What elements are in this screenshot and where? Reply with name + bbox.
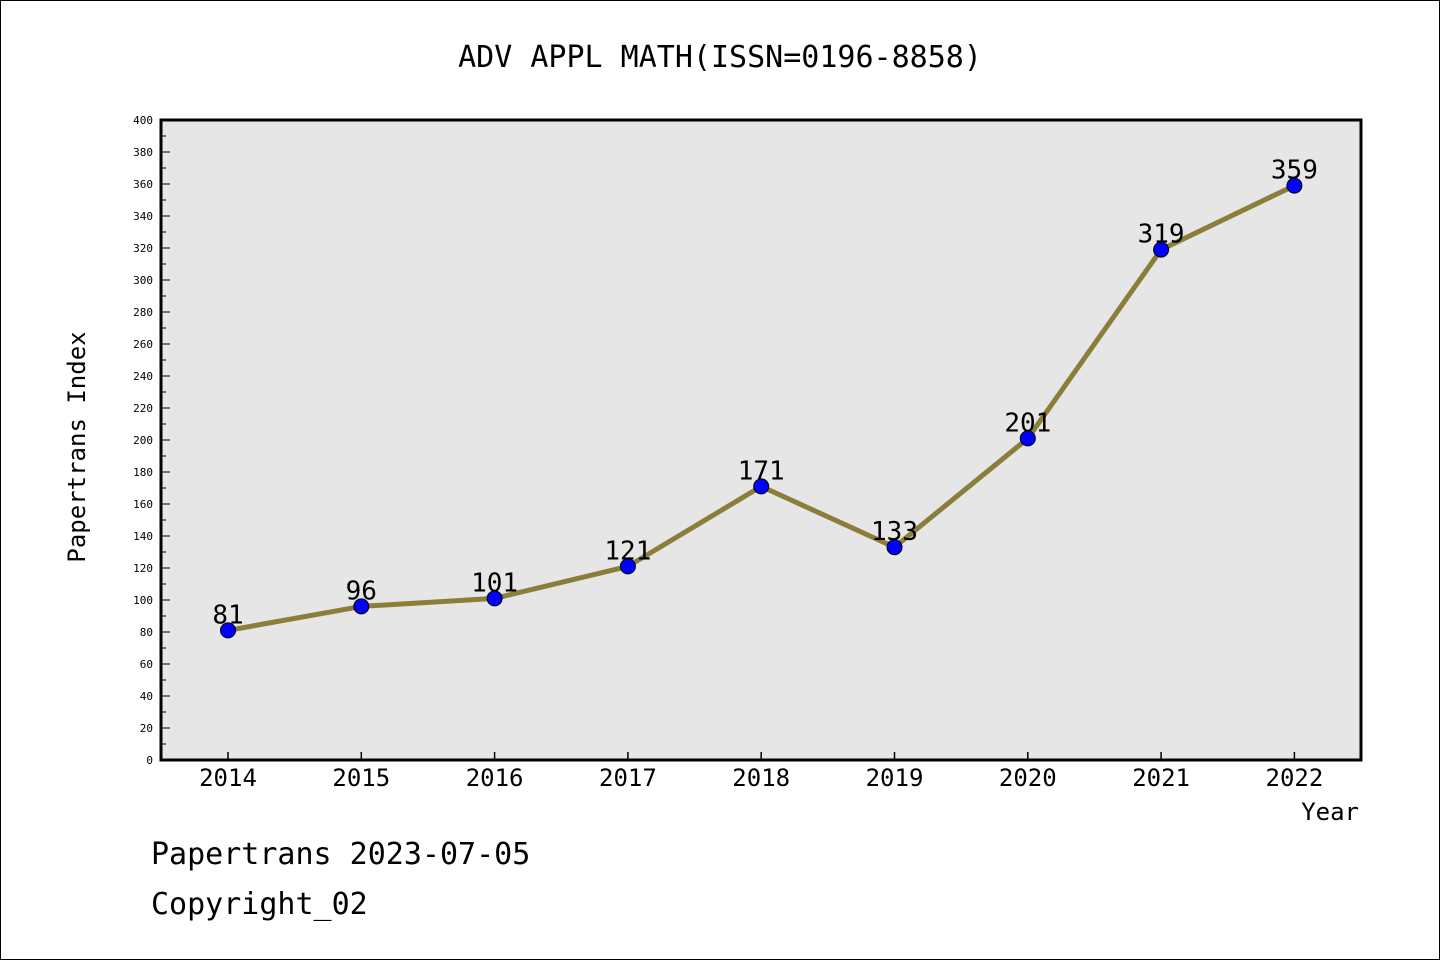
x-tick-label: 2017 [599,764,657,792]
data-label: 319 [1138,220,1185,250]
y-tick-label: 340 [133,210,153,223]
data-point [1286,177,1303,194]
chart-title: ADV APPL MATH(ISSN=0196-8858) [458,40,982,75]
x-tick-label: 2018 [732,764,790,792]
series-markers [220,177,1303,639]
x-tick-label: 2016 [466,764,524,792]
y-tick-label: 60 [140,658,153,671]
data-point [619,558,636,575]
data-point [353,598,370,615]
data-label: 121 [604,536,651,566]
y-tick-label: 0 [146,754,153,767]
x-axis-ticks: 2014 2015 2016 2017 2018 2019 2020 2021 2022 [199,752,1323,792]
x-tick-label: 2022 [1266,764,1324,792]
data-labels: 81 96 101 121 171 133 201 319 359 [212,156,1318,631]
y-axis-label: Papertrans Index [63,331,91,562]
y-tick-label: 100 [133,594,153,607]
data-label: 101 [471,568,518,598]
y-tick-label: 20 [140,722,153,735]
y-tick-label: 260 [133,338,153,351]
y-tick-label: 280 [133,306,153,319]
y-tick-label: 220 [133,402,153,415]
x-tick-label: 2019 [866,764,924,792]
footer-date: Papertrans 2023-07-05 [151,837,530,872]
data-label: 171 [738,456,785,486]
data-point [1153,241,1170,258]
y-tick-label: 180 [133,466,153,479]
y-tick-label: 240 [133,370,153,383]
y-tick-label: 360 [133,178,153,191]
y-tick-label: 120 [133,562,153,575]
data-point [220,622,236,639]
y-tick-label: 80 [140,626,153,639]
y-tick-label: 320 [133,242,153,255]
x-tick-label: 2020 [999,764,1057,792]
data-point [486,590,503,607]
x-tick-label: 2021 [1132,764,1190,792]
data-label: 201 [1004,408,1051,438]
data-label: 81 [212,600,243,630]
y-tick-label: 200 [133,434,153,447]
y-tick-label: 400 [133,114,153,127]
x-tick-label: 2015 [332,764,390,792]
x-tick-label: 2014 [199,764,257,792]
y-tick-label: 140 [133,530,153,543]
y-tick-label: 40 [140,690,153,703]
data-point [1019,430,1036,447]
footer-copyright: Copyright_02 [151,887,368,922]
data-label: 96 [346,576,377,606]
data-point [886,539,903,556]
y-tick-label: 300 [133,274,153,287]
plot-area [161,120,1361,760]
x-axis-label: Year [1301,798,1359,826]
data-label: 133 [871,517,918,547]
y-axis-ticks: 0 20 40 60 80 100 120 140 160 180 200 220 240 260 280 3… [133,114,170,767]
data-point [753,478,770,495]
plot-border [159,118,1363,762]
data-label: 359 [1271,156,1318,186]
y-tick-label: 160 [133,498,153,511]
y-tick-label: 380 [133,146,153,159]
